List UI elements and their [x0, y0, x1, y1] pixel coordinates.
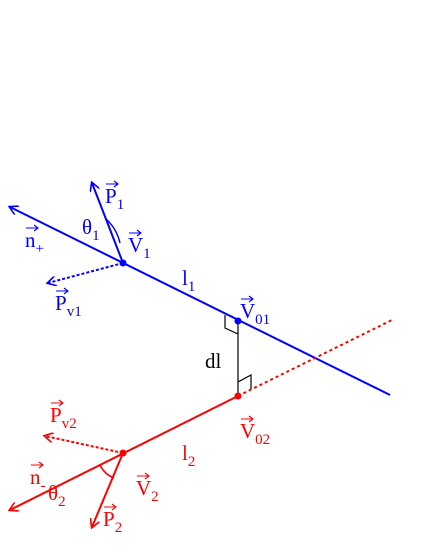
label-subscript: 1 — [188, 279, 196, 295]
label-text: Pv1 — [55, 291, 82, 320]
label-subscript: 2 — [151, 489, 159, 505]
line-l1 — [10, 207, 391, 396]
angle-arc — [105, 218, 121, 244]
label-base: V — [240, 419, 255, 443]
vector-arrow — [106, 180, 119, 188]
label: Pv2 — [50, 399, 77, 432]
line-1 — [10, 183, 391, 396]
label-base: n — [25, 228, 36, 252]
label: V1 — [128, 229, 151, 262]
label-text: V1 — [128, 233, 151, 262]
label-text: P2 — [103, 507, 122, 536]
label-text: n- — [30, 465, 46, 494]
point-v2 — [119, 449, 127, 457]
label: θ2 — [48, 481, 66, 510]
label: l2 — [182, 441, 195, 470]
right-angle — [224, 315, 239, 335]
label-base: dl — [205, 349, 222, 373]
label-text: P1 — [105, 184, 124, 213]
label-base: l — [182, 266, 188, 290]
label: V02 — [240, 415, 270, 448]
label-text: V2 — [136, 476, 159, 505]
label-subscript: - — [41, 478, 46, 494]
label-text: V02 — [240, 419, 270, 448]
vector-arrow — [51, 399, 64, 407]
label-text: Pv2 — [50, 403, 77, 432]
label-text: V01 — [240, 299, 270, 328]
label: n- — [30, 461, 46, 494]
label: P1 — [105, 180, 124, 213]
label-base: l — [182, 441, 188, 465]
label-base: θ — [82, 215, 92, 239]
point-v1 — [119, 259, 127, 267]
vector-arrow — [56, 287, 69, 295]
label-text: dl — [205, 349, 222, 373]
label-subscript: 01 — [255, 312, 270, 328]
vector-arrow — [104, 503, 117, 511]
label-subscript: 2 — [58, 494, 66, 510]
vector-arrow — [137, 472, 150, 480]
label-base: θ — [48, 481, 58, 505]
label: Pv1 — [55, 287, 82, 320]
label-subscript: 2 — [115, 520, 123, 536]
distance — [224, 315, 252, 396]
label-base: V — [240, 299, 255, 323]
label: V01 — [240, 295, 270, 328]
label-base: n — [30, 465, 41, 489]
angle-arc — [99, 464, 115, 479]
label-base: P — [105, 184, 117, 208]
line-l2-extension — [237, 319, 393, 397]
label-subscript: 1 — [92, 228, 100, 244]
label: V2 — [136, 472, 159, 505]
label-text: θ2 — [48, 481, 66, 510]
label-base: P — [50, 403, 62, 427]
label-subscript: 1 — [143, 246, 151, 262]
label-text: θ1 — [82, 215, 100, 244]
label-base: P — [55, 291, 67, 315]
label-base: V — [128, 233, 143, 257]
label-subscript: 1 — [117, 197, 125, 213]
point-v01 — [234, 317, 242, 325]
label-base: V — [136, 476, 151, 500]
label: dl — [205, 349, 222, 373]
vector-arrow — [129, 229, 142, 237]
arrow-pv2 — [45, 436, 124, 454]
label-text: l1 — [182, 266, 195, 295]
label-subscript: 2 — [188, 454, 196, 470]
label-subscript: + — [36, 241, 44, 257]
point-v02 — [234, 392, 242, 400]
label-subscript: 02 — [255, 432, 270, 448]
vector-arrow — [241, 415, 254, 423]
label-text: l2 — [182, 441, 195, 470]
right-angle — [237, 373, 252, 389]
vector-arrow — [241, 295, 254, 303]
label-text: n+ — [25, 228, 44, 257]
arrow-p2 — [92, 452, 124, 527]
label: P2 — [103, 503, 122, 536]
label-base: P — [103, 507, 115, 531]
label-subscript: v2 — [62, 416, 77, 432]
vector-arrow — [31, 461, 44, 469]
arrow-pv1 — [48, 262, 124, 283]
arrow-p1 — [92, 183, 124, 264]
label: θ1 — [82, 215, 100, 244]
label: l1 — [182, 266, 195, 295]
label: n+ — [25, 224, 44, 257]
label-subscript: v1 — [67, 304, 82, 320]
vector-arrow — [26, 224, 39, 232]
